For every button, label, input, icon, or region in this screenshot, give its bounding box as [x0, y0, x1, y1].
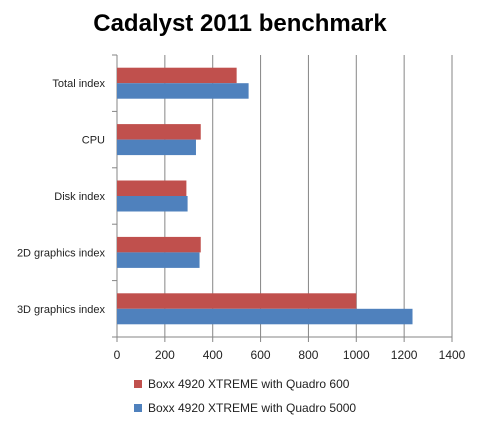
x-tick-label: 1200 — [391, 348, 418, 362]
y-tick-label: 3D graphics index — [17, 304, 106, 316]
bar-3d-graphics-index-series-1 — [117, 308, 413, 325]
x-tick-label: 0 — [114, 348, 121, 362]
legend-label-quadro-600: Boxx 4920 XTREME with Quadro 600 — [148, 377, 350, 391]
y-tick-label: CPU — [82, 135, 105, 147]
legend-item-quadro-600: Boxx 4920 XTREME with Quadro 600 — [134, 376, 356, 392]
legend-label-quadro-5000: Boxx 4920 XTREME with Quadro 5000 — [148, 401, 357, 415]
bar-total-index-series-1 — [117, 83, 249, 99]
y-tick-label: 2D graphics index — [17, 247, 106, 259]
x-tick-label: 400 — [203, 348, 223, 362]
bar-cpu-series-0 — [117, 124, 201, 140]
bar-disk-index-series-1 — [117, 196, 188, 212]
legend-item-quadro-5000: Boxx 4920 XTREME with Quadro 5000 — [134, 400, 356, 416]
bar-3d-graphics-index-series-0 — [117, 293, 357, 309]
chart-legend: Boxx 4920 XTREME with Quadro 600 Boxx 49… — [134, 376, 356, 424]
x-tick-label: 200 — [155, 348, 175, 362]
legend-swatch-quadro-5000 — [134, 404, 142, 412]
bar-cpu-series-1 — [117, 139, 196, 156]
x-tick-label: 1400 — [439, 348, 466, 362]
x-tick-label: 800 — [298, 348, 318, 362]
y-tick-label: Total index — [52, 78, 105, 90]
chart-title: Cadalyst 2011 benchmark — [93, 10, 387, 37]
x-tick-label: 600 — [251, 348, 271, 362]
x-tick-label: 1000 — [343, 348, 370, 362]
legend-swatch-quadro-600 — [134, 380, 142, 388]
y-tick-label: Disk index — [54, 191, 105, 203]
bar-2d-graphics-index-series-1 — [117, 252, 200, 268]
bar-2d-graphics-index-series-0 — [117, 236, 201, 253]
bar-disk-index-series-0 — [117, 180, 187, 196]
bar-total-index-series-0 — [117, 67, 237, 84]
